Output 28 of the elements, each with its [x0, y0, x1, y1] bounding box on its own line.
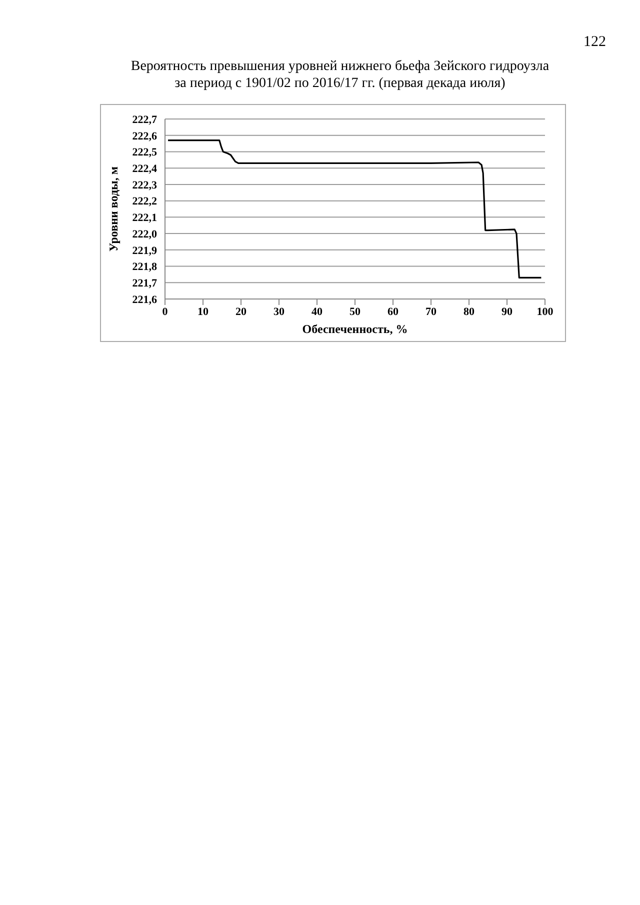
x-tick-label: 30: [274, 306, 285, 318]
y-tick-label: 222,3: [132, 179, 158, 192]
text: 122: [584, 34, 606, 51]
x-tick-label: 60: [388, 306, 399, 318]
y-tick-label: 221,8: [132, 261, 158, 274]
line-series: [167, 139, 542, 279]
x-tick-label: 0: [162, 306, 168, 318]
y-tick-label: 222,4: [132, 162, 158, 175]
x-tick-label: 40: [312, 306, 323, 318]
y-tick-label: 221,9: [132, 244, 158, 257]
y-tick-label: 222,0: [132, 228, 158, 240]
x-tick-label: 90: [502, 306, 513, 318]
x-axis-title: Обеспеченность, %: [302, 322, 408, 336]
y-tick-label: 222,7: [132, 114, 158, 126]
y-tick-label: 222,5: [132, 146, 158, 159]
chart-title: Вероятность превышения уровней нижнего бьефа Зейского гидроузла за период с 1901/02 по 2016/17 гг. (первая декада июля): [130, 58, 550, 92]
x-tick-label: 20: [236, 306, 247, 318]
y-tick-label: 222,2: [132, 196, 158, 208]
y-tick-label: 222,6: [132, 130, 158, 142]
y-tick-label: 221,7: [132, 278, 158, 290]
x-tick-label: 100: [536, 306, 554, 318]
y-tick-label: 221,6: [132, 294, 158, 306]
x-tick-label: 80: [464, 306, 475, 318]
y-axis-title: Уровни воды, м: [106, 166, 120, 252]
x-tick-label: 70: [426, 306, 437, 318]
y-tick-label: 222,1: [132, 212, 157, 224]
x-tick-label: 10: [198, 306, 209, 318]
x-tick-label: 50: [350, 306, 361, 318]
